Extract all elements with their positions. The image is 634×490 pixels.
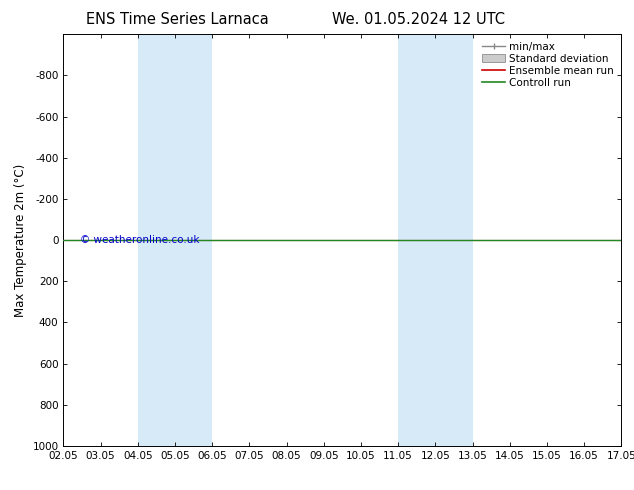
Text: © weatheronline.co.uk: © weatheronline.co.uk	[80, 235, 200, 245]
Text: We. 01.05.2024 12 UTC: We. 01.05.2024 12 UTC	[332, 12, 505, 27]
Y-axis label: Max Temperature 2m (°C): Max Temperature 2m (°C)	[14, 164, 27, 317]
Bar	[398, 34, 472, 446]
Legend: min/max, Standard deviation, Ensemble mean run, Controll run: min/max, Standard deviation, Ensemble me…	[480, 40, 616, 90]
Text: ENS Time Series Larnaca: ENS Time Series Larnaca	[86, 12, 269, 27]
Bar	[138, 34, 212, 446]
